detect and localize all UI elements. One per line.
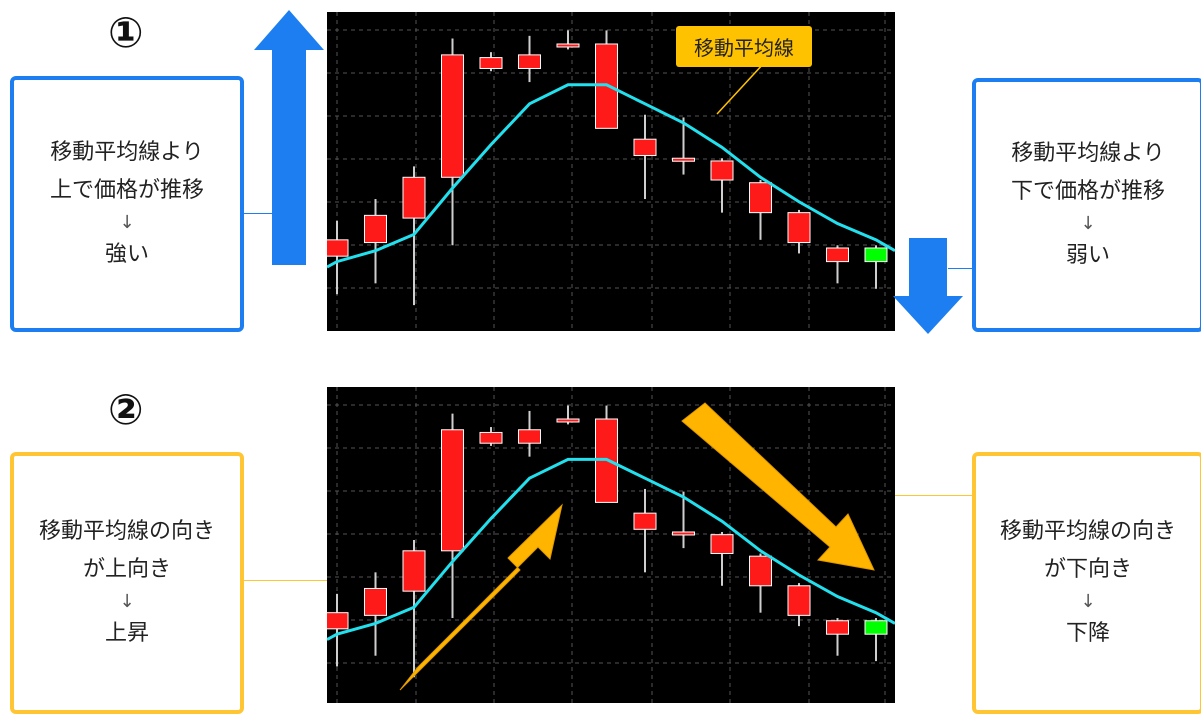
panel1-left-arrow: ↓ bbox=[119, 212, 135, 233]
panel2-falling-arrow bbox=[681, 402, 875, 571]
panel2-right-result: 下降 bbox=[1065, 621, 1110, 646]
panel2-number: ② bbox=[108, 385, 144, 434]
down-candle bbox=[479, 57, 503, 69]
down-candle bbox=[826, 620, 849, 635]
panel2-right-line1: 移動平均線の向き bbox=[999, 519, 1176, 544]
down-candle bbox=[441, 54, 464, 178]
panel1-chart bbox=[327, 12, 895, 331]
panel1-left-box: 移動平均線より 上で価格が推移 ↓ 強い bbox=[10, 76, 244, 332]
moving-average-line bbox=[327, 457, 895, 641]
down-candle bbox=[402, 550, 426, 592]
panel1-down-arrow bbox=[893, 238, 963, 334]
panel1-left-line1: 移動平均線より bbox=[50, 140, 204, 165]
down-candle bbox=[364, 214, 387, 244]
panel1-up-arrow bbox=[254, 10, 324, 265]
down-candle bbox=[633, 138, 657, 157]
up-candle bbox=[864, 620, 888, 635]
up-candle bbox=[864, 247, 888, 263]
panel1-number: ① bbox=[108, 8, 144, 57]
down-candle bbox=[364, 587, 387, 616]
down-candle bbox=[710, 534, 734, 554]
panel2-right-box: 移動平均線の向き が下向き ↓ 下降 bbox=[972, 452, 1201, 714]
panel1-ma-tag: 移動平均線 bbox=[676, 26, 812, 67]
down-candle bbox=[327, 239, 349, 257]
down-candle bbox=[441, 429, 464, 552]
panel1-right-line1: 移動平均線より bbox=[1011, 141, 1165, 166]
ma-tag-leader bbox=[716, 61, 766, 115]
panel1-right-box: 移動平均線より 下で価格が推移 ↓ 弱い bbox=[972, 78, 1201, 332]
down-candle bbox=[633, 512, 657, 530]
panel1-left-connector bbox=[242, 213, 276, 214]
panel2-rising-arrow bbox=[399, 503, 563, 691]
down-candle bbox=[518, 54, 541, 69]
down-candle bbox=[826, 247, 849, 263]
down-candle bbox=[518, 429, 541, 444]
down-candle bbox=[556, 43, 580, 48]
panel1-chart-svg bbox=[327, 12, 895, 331]
panel2-left-result: 上昇 bbox=[104, 621, 149, 646]
panel2-left-box: 移動平均線の向き が上向き ↓ 上昇 bbox=[10, 452, 244, 714]
down-candle bbox=[556, 418, 580, 423]
panel2-right-line2: が下向き bbox=[1043, 557, 1132, 582]
panel2-left-arrow: ↓ bbox=[119, 591, 135, 612]
panel1-right-arrow: ↓ bbox=[1080, 213, 1096, 234]
down-candle bbox=[672, 531, 695, 536]
panel1-right-result: 弱い bbox=[1065, 243, 1110, 268]
panel1-right-connector bbox=[948, 268, 978, 269]
down-candle bbox=[710, 160, 734, 181]
panel1-left-result: 強い bbox=[104, 242, 149, 267]
panel2-left-line1: 移動平均線の向き bbox=[38, 519, 215, 544]
down-candle bbox=[749, 182, 772, 214]
down-candle bbox=[787, 585, 811, 616]
down-candle bbox=[327, 612, 349, 630]
panel2-chart-svg bbox=[327, 387, 895, 703]
panel1-right-line2: 下で価格が推移 bbox=[1010, 179, 1165, 204]
down-candle bbox=[672, 157, 695, 162]
down-candle bbox=[402, 176, 426, 219]
moving-average-line bbox=[327, 83, 895, 269]
down-candle bbox=[479, 431, 503, 444]
panel2-chart bbox=[327, 387, 895, 703]
down-candle bbox=[749, 555, 772, 587]
panel1-left-line2: 上で価格が推移 bbox=[49, 178, 204, 203]
down-candle bbox=[787, 212, 811, 244]
panel2-left-line2: が上向き bbox=[82, 557, 171, 582]
panel2-right-arrow: ↓ bbox=[1080, 591, 1096, 612]
